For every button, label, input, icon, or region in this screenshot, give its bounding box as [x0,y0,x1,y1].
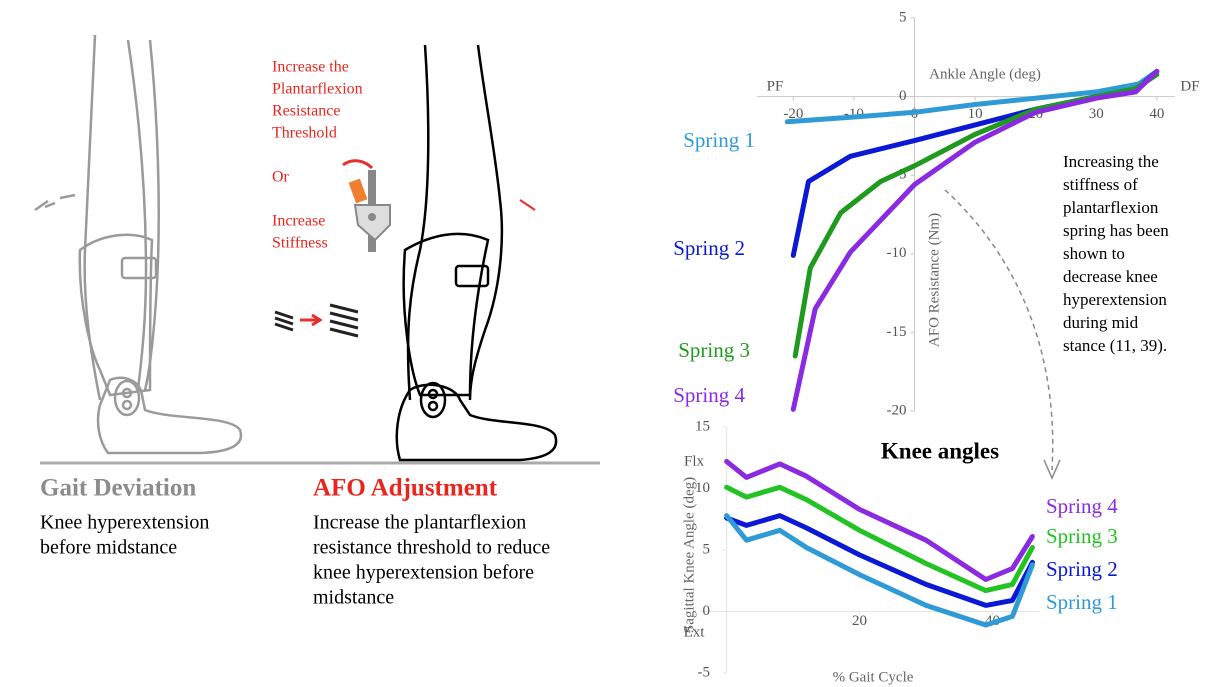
prompt-text: Plantarflexion [272,81,363,98]
motion-arrow [520,200,535,210]
series-label: Spring 2 [673,236,745,260]
caption-text: resistance threshold to reduce [313,537,550,559]
caption-text: knee hyperextension before [313,562,534,584]
caption-title: Gait Deviation [40,475,196,502]
series-label: Spring 1 [683,128,755,152]
series-line [793,71,1157,409]
y-tick-label: -20 [887,402,907,418]
x-tick-label: 10 [968,106,983,122]
y-tick-label: 15 [695,418,710,434]
y-tick-label: -15 [887,324,907,340]
spring-icon [275,305,358,336]
x-tick-label: 30 [1089,106,1104,122]
x-tick-label: 40 [1149,106,1164,122]
series-label: Spring 3 [1046,524,1118,548]
x-tick-label: 20 [852,613,867,629]
joint-icon [343,161,390,252]
connector-arrow [945,190,1053,470]
y-tick-label: 5 [899,9,907,25]
note-text: Increasing the [1063,152,1159,171]
caption-text: Knee hyperextension [40,512,209,534]
prompt-text: Or [272,169,290,186]
series-label: Spring 4 [1046,494,1118,518]
caption-text: midstance [313,587,394,609]
figure: Increase the Plantarflexion Resistance Thre… [0,0,1213,687]
x-end-label: PF [767,78,784,94]
deviation-leg [35,35,241,453]
note-text: stance (11, 39). [1063,336,1167,355]
series-label: Spring 3 [678,338,750,362]
series-line [727,516,1033,625]
note-text: plantarflexion [1063,198,1159,217]
series-label: Spring 4 [673,383,745,407]
page: { "illustration": { "threshold_prompt": … [0,0,1213,687]
y-tick-label: -10 [887,245,907,261]
note-text: shown to [1063,244,1125,263]
note-text: stiffness of [1063,175,1138,194]
prompt-text: Stiffness [272,235,328,252]
caption-text: Increase the plantarflexion [313,512,526,534]
x-axis-label: Ankle Angle (deg) [929,66,1041,82]
y-axis-label: AFO Resistance (Nm) [926,213,942,347]
note-text: spring has been [1063,221,1169,240]
note-text: decrease knee [1063,267,1158,286]
y-end-label: Ext [684,624,706,640]
y-axis-label: Sagittal Knee Angle (deg) [681,477,697,633]
series-label: Spring 1 [1046,590,1118,614]
prompt-text: Increase [272,213,325,230]
y-tick-label: 5 [703,541,711,557]
y-tick-label: 0 [703,603,711,619]
prompt-text: Resistance [272,103,340,120]
prompt-text: Threshold [272,125,337,142]
series-label: Spring 2 [1046,557,1118,581]
x-end-label: DF [1180,78,1199,94]
series-line [727,487,1033,590]
note-text: hyperextension [1063,290,1167,309]
chart-title: Knee angles [881,438,999,463]
caption-text: before midstance [40,537,177,559]
adjusted-leg [397,45,556,460]
y-tick-label: -5 [698,664,711,680]
note-text: during mid [1063,313,1139,332]
x-axis-label: % Gait Cycle [833,669,914,685]
y-tick-label: 0 [899,88,907,104]
prompt-text: Increase the [272,59,349,76]
caption-title: AFO Adjustment [313,475,498,502]
y-end-label: Flx [684,453,705,469]
